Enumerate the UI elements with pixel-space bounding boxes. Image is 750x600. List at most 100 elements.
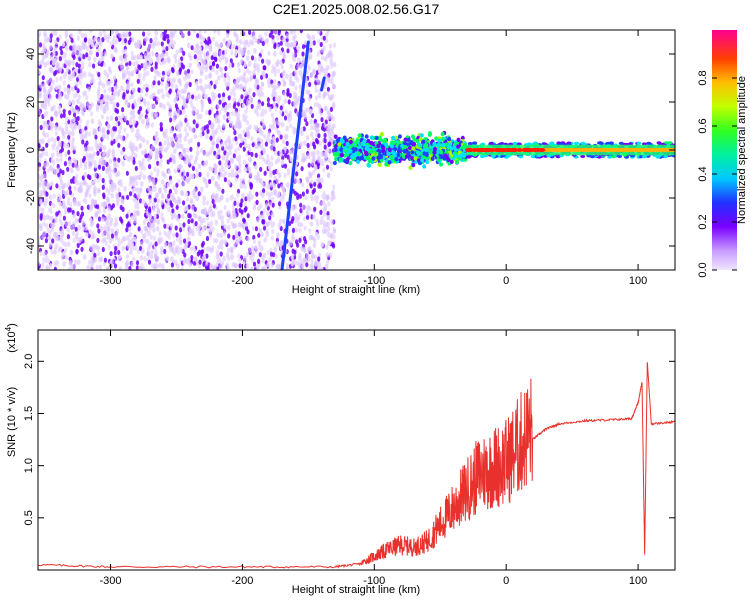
- heatmap-cell: [198, 78, 203, 84]
- heatmap-cell: [266, 249, 271, 255]
- heatmap-cell: [94, 244, 98, 250]
- heatmap-cell: [214, 56, 218, 62]
- heatmap-cell: [71, 59, 75, 65]
- heatmap-cell: [107, 188, 111, 194]
- heatmap-cell: [317, 261, 322, 268]
- heatmap-cell: [164, 128, 168, 134]
- heatmap-cell: [318, 108, 322, 115]
- heatmap-cell: [154, 64, 158, 70]
- heatmap-cell: [329, 114, 334, 120]
- heatmap-cell: [38, 181, 42, 188]
- heatmap-cell: [177, 78, 182, 84]
- heatmap-cell: [65, 94, 70, 101]
- heatmap-cell: [387, 160, 392, 165]
- heatmap-cell: [102, 145, 106, 151]
- heatmap-cell: [328, 252, 333, 258]
- heatmap-cell: [246, 236, 250, 242]
- heatmap-cell: [187, 158, 192, 165]
- heatmap-cell: [209, 135, 213, 141]
- heatmap-cell: [105, 101, 109, 107]
- heatmap-cell: [332, 101, 336, 108]
- heatmap-cell: [180, 267, 184, 270]
- heatmap-cell: [322, 167, 326, 173]
- heatmap-cell: [128, 231, 133, 238]
- heatmap-cell: [111, 38, 116, 45]
- heatmap-cell: [166, 56, 171, 62]
- heatmap-cell: [244, 206, 248, 212]
- heatmap-cell: [518, 155, 524, 159]
- heatmap-cell: [174, 247, 179, 253]
- heatmap-cell: [140, 88, 144, 94]
- heatmap-cell: [295, 171, 299, 177]
- heatmap-cell: [69, 249, 74, 256]
- heatmap-cell: [223, 224, 227, 230]
- heatmap-cell: [187, 218, 191, 225]
- heatmap-cell: [145, 238, 150, 245]
- heatmap-cell: [142, 40, 146, 47]
- heatmap-cell: [132, 182, 136, 188]
- heatmap-cell: [99, 225, 104, 232]
- heatmap-cell: [262, 182, 267, 188]
- heatmap-cell: [220, 142, 224, 148]
- heatmap-cell: [52, 160, 56, 166]
- heatmap-cell: [38, 143, 41, 149]
- heatmap-cell: [252, 238, 256, 244]
- heatmap-cell: [148, 164, 152, 170]
- heatmap-cell: [214, 117, 219, 124]
- heatmap-cell: [96, 38, 101, 44]
- heatmap-cell: [109, 251, 113, 257]
- heatmap-cell: [44, 238, 49, 244]
- heatmap-cell: [224, 57, 229, 63]
- heatmap-cell: [419, 133, 424, 138]
- heatmap-cell: [242, 146, 246, 152]
- heatmap-cell: [223, 239, 228, 245]
- heatmap-cell: [88, 193, 92, 199]
- heatmap-cell: [312, 141, 316, 147]
- heatmap-cell: [135, 60, 139, 66]
- heatmap-cell: [185, 205, 189, 212]
- heatmap-cell: [195, 49, 200, 55]
- heatmap-cell: [280, 184, 284, 190]
- heatmap-cell: [161, 193, 165, 199]
- heatmap-cell: [268, 215, 272, 221]
- heatmap-cell: [97, 208, 101, 214]
- heatmap-cell: [267, 158, 271, 164]
- heatmap-cell: [110, 131, 114, 138]
- heatmap-cell: [101, 184, 105, 190]
- heatmap-cell: [143, 149, 147, 155]
- heatmap-cell: [67, 221, 71, 227]
- heatmap-cell: [195, 43, 200, 50]
- heatmap-cell: [271, 91, 275, 98]
- heatmap-cell: [320, 34, 324, 41]
- heatmap-cell: [276, 232, 280, 239]
- heatmap-cell: [306, 142, 310, 148]
- heatmap-cell: [144, 36, 148, 42]
- heatmap-cell: [311, 137, 315, 143]
- heatmap-cell: [284, 134, 288, 140]
- heatmap-cell: [131, 70, 135, 76]
- heatmap-cell: [285, 267, 289, 270]
- heatmap-cell: [183, 252, 187, 258]
- heatmap-cell: [118, 124, 123, 131]
- heatmap-cell: [62, 261, 66, 267]
- heatmap-cell: [90, 102, 94, 108]
- heatmap-cell: [87, 155, 91, 161]
- heatmap-cell: [120, 85, 124, 91]
- heatmap-cell: [222, 37, 226, 44]
- heatmap-cell: [291, 80, 296, 87]
- heatmap-cell: [53, 138, 57, 144]
- heatmap-cell: [234, 262, 238, 269]
- heatmap-cell: [277, 30, 282, 34]
- heatmap-cell: [359, 155, 364, 161]
- heatmap-cell: [254, 108, 258, 114]
- heatmap-cell: [350, 154, 354, 159]
- heatmap-cell: [49, 263, 53, 269]
- heatmap-cell: [64, 30, 69, 37]
- heatmap-cell: [266, 210, 270, 216]
- heatmap-cell: [282, 80, 287, 86]
- heatmap-cell: [86, 145, 91, 152]
- heatmap-cell: [67, 134, 71, 140]
- heatmap-cell: [326, 211, 330, 217]
- heatmap-cell: [165, 51, 169, 57]
- heatmap-cell: [254, 152, 258, 158]
